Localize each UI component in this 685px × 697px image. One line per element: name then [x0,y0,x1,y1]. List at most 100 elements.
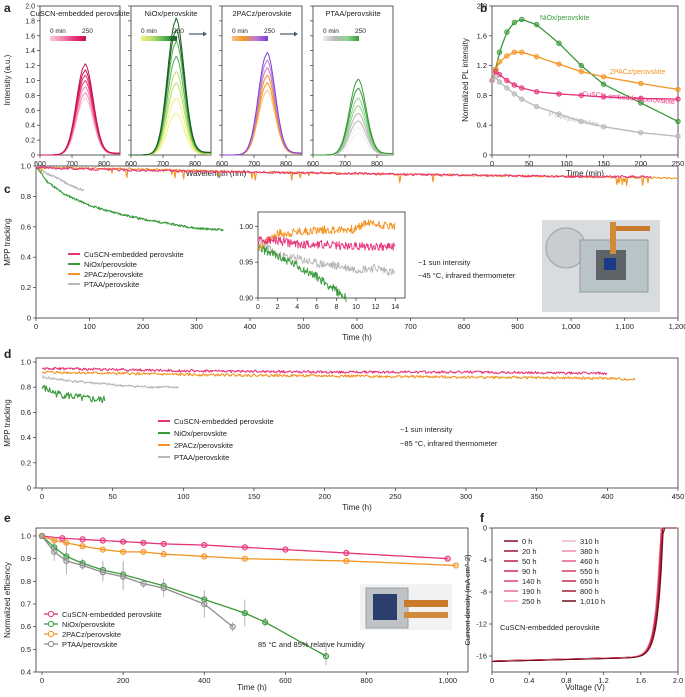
y-tick-label: 1.0 [21,162,31,171]
y-tick-label: 0 [483,151,487,160]
colorbar-start-label: 0 min [323,28,339,35]
y-tick-label: 2.0 [25,4,35,11]
data-point [489,77,495,84]
x-tick-label: 600 [216,161,228,168]
y-tick-label: 0.6 [21,408,31,417]
pl-axes-frame [39,5,121,156]
panel-letter-a: a [4,1,11,15]
y-tick-label: 0 [31,153,35,160]
annotation: ~45 °C, infrared thermometer [418,271,516,280]
panel-letter-e: e [4,511,11,525]
x-tick-label: 100 [83,322,96,331]
x-tick-label: 4 [295,304,299,311]
data-point [533,53,540,60]
x-tick-label: 0 [40,676,44,685]
jv-curve [492,527,677,663]
data-point [262,619,269,626]
y-axis-label: Current density (mA cm^-2) [463,554,472,646]
x-tick-label: 2.0 [673,676,683,685]
y-tick-label: 0.4 [21,253,31,262]
x-tick-label: 700 [66,161,78,168]
colorbar-end-label: 250 [355,28,366,35]
axes-frame [491,5,679,156]
x-tick-label: 300 [190,322,203,331]
panel-a: Intensity (a.u.) 0 0.2 0.4 0.6 0.8 1.0 1.2 1.4 1.… [3,4,394,178]
data-point [578,68,584,75]
device-photo [542,220,660,312]
colorbar-end-label: 250 [82,28,93,35]
data-point [600,123,607,130]
y-tick-label: 1.6 [25,33,35,40]
legend-label: CuSCN-embedded perovskite [84,250,184,259]
data-point [504,29,510,35]
x-tick-label: 800 [98,161,110,168]
x-tick-label: 600 [34,161,46,168]
y-tick-label: 0.95 [239,260,253,267]
pl-spectrum-line [313,78,393,156]
subpanel-title: 2PACz/perovskite [232,9,291,18]
axes-frame [491,527,679,673]
data-point [519,85,525,91]
y-tick-label: -16 [476,652,487,661]
colorbar [50,36,86,41]
data-point [343,557,350,565]
legend-label: 380 h [580,547,599,556]
legend-label: 550 h [580,567,599,576]
pl-spectrum-line [131,97,211,156]
x-tick-label: 800 [280,161,292,168]
data-point [556,111,562,117]
legend-label: 1,010 h [580,597,605,606]
data-point [160,540,167,548]
x-tick-label: 200 [318,492,331,501]
y-tick-label: 0.4 [21,433,31,442]
y-tick-label: -4 [480,556,487,565]
legend-marker [47,630,55,638]
y-tick-label: 0.2 [25,138,35,145]
panel-letter-f: f [480,511,485,525]
data-point [556,40,562,46]
y-tick-label: 0.7 [21,600,31,609]
x-tick-label: 250 [389,492,402,501]
data-point [675,133,681,140]
data-point [51,548,58,555]
copper-tape [404,612,448,618]
legend-label: 140 h [522,577,541,586]
legend-label: NiOx/perovskite [84,260,137,269]
time-arrow-head [203,31,207,37]
x-tick-label: 100 [560,159,573,168]
series-line [41,535,448,560]
x-tick-label: 1,000 [562,322,581,331]
pl-spectrum-line [313,112,393,156]
data-point [493,68,499,75]
data-point [452,562,459,569]
data-point [511,91,518,97]
x-tick-label: 700 [157,161,169,168]
data-point [140,548,147,555]
colorbar-start-label: 0 min [232,28,248,35]
mpp-trace [41,375,179,389]
legend-label: NiOx/perovskite [174,429,227,438]
data-point [63,557,70,565]
pl-spectrum-line [131,82,211,156]
colorbar-start-label: 0 min [141,28,157,35]
annotation: ~85 °C, infrared thermometer [400,439,498,448]
active-area [604,258,616,270]
x-tick-label: 1,000 [438,676,457,685]
legend-label: 90 h [522,567,537,576]
pl-spectrum-line [40,97,120,156]
y-tick-label: -8 [480,588,487,597]
data-point [533,88,540,95]
y-tick-label: 0.6 [25,108,35,115]
x-tick-label: 1.6 [636,676,646,685]
legend-label: CuSCN-embedded perovskite [62,610,162,619]
data-point [578,92,584,99]
data-point [638,80,644,87]
data-point [120,548,127,555]
data-point [496,79,503,85]
data-point [229,623,236,630]
y-tick-label: 1.6 [477,31,487,40]
subpanel-title: NiOx/perovskite [145,9,198,18]
y-tick-label: 0.8 [477,91,487,100]
x-tick-label: 900 [511,322,524,331]
